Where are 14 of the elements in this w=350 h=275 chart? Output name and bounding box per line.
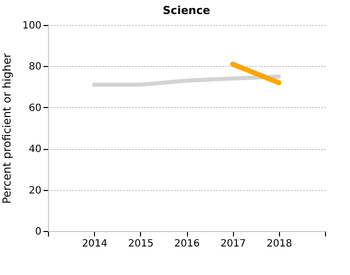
y-tick-label: 100 [22,20,42,32]
x-tick-label: 2017 [220,238,246,250]
y-axis-title: Percent proficient or higher [0,52,14,204]
y-tick-label: 60 [28,102,42,114]
y-tick-label: 80 [28,62,42,73]
x-tick-label: 2016 [174,238,200,250]
line-series [92,74,281,87]
y-tick-label: 40 [28,144,42,156]
chart-title: Science [162,4,210,17]
y-tick-label: 0 [35,226,42,238]
y-tick-label: 20 [28,185,42,196]
x-tick-label: 2015 [128,238,154,250]
x-tick-label: 2014 [82,238,108,250]
x-tick-label: 2018 [266,238,292,250]
